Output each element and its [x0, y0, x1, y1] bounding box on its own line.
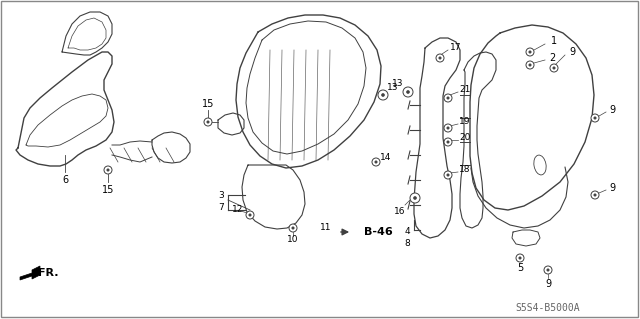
Text: 14: 14: [380, 153, 392, 162]
Text: 13: 13: [387, 84, 399, 93]
Circle shape: [107, 169, 109, 171]
Text: 15: 15: [102, 185, 114, 195]
Text: 8: 8: [404, 240, 410, 249]
Circle shape: [372, 158, 380, 166]
Text: 20: 20: [460, 133, 470, 143]
Polygon shape: [20, 266, 40, 280]
Text: 21: 21: [460, 85, 470, 94]
Circle shape: [547, 269, 549, 271]
Circle shape: [591, 114, 599, 122]
Text: 18: 18: [460, 166, 471, 174]
Text: 13: 13: [392, 79, 404, 88]
Text: 9: 9: [609, 183, 615, 193]
Text: 3: 3: [218, 191, 224, 201]
Circle shape: [516, 254, 524, 262]
Circle shape: [207, 121, 209, 123]
Text: 15: 15: [202, 99, 214, 109]
Text: 6: 6: [62, 175, 68, 185]
Circle shape: [289, 224, 297, 232]
Circle shape: [410, 193, 420, 203]
Circle shape: [406, 91, 410, 93]
Text: 7: 7: [218, 203, 224, 211]
Text: 1: 1: [551, 36, 557, 46]
Circle shape: [444, 138, 452, 146]
Circle shape: [104, 166, 112, 174]
Circle shape: [381, 93, 385, 97]
Text: 19: 19: [460, 117, 471, 127]
Text: 11: 11: [320, 224, 332, 233]
Circle shape: [544, 266, 552, 274]
Circle shape: [519, 257, 521, 259]
Circle shape: [447, 141, 449, 143]
Circle shape: [550, 64, 558, 72]
Circle shape: [403, 87, 413, 97]
Text: 9: 9: [545, 279, 551, 289]
Circle shape: [526, 48, 534, 56]
Circle shape: [447, 97, 449, 99]
Circle shape: [204, 118, 212, 126]
Text: 2: 2: [549, 53, 555, 63]
Circle shape: [375, 161, 377, 163]
Circle shape: [594, 117, 596, 119]
Text: 16: 16: [394, 207, 406, 217]
Circle shape: [444, 94, 452, 102]
Text: S5S4-B5000A: S5S4-B5000A: [516, 303, 580, 313]
Circle shape: [444, 171, 452, 179]
Circle shape: [378, 90, 388, 100]
Text: 4: 4: [404, 227, 410, 236]
Circle shape: [529, 51, 531, 53]
Text: 17: 17: [451, 43, 461, 53]
Text: 9: 9: [609, 105, 615, 115]
Circle shape: [447, 174, 449, 176]
Circle shape: [529, 64, 531, 66]
Circle shape: [436, 54, 444, 62]
Circle shape: [444, 124, 452, 132]
Text: 9: 9: [569, 47, 575, 57]
Circle shape: [249, 214, 251, 216]
Circle shape: [246, 211, 254, 219]
Text: 12: 12: [232, 205, 244, 214]
Text: B-46: B-46: [364, 227, 392, 237]
Text: 10: 10: [287, 235, 299, 244]
Circle shape: [591, 191, 599, 199]
Circle shape: [439, 57, 441, 59]
Circle shape: [526, 61, 534, 69]
Circle shape: [447, 127, 449, 129]
Circle shape: [413, 197, 417, 199]
Circle shape: [292, 227, 294, 229]
Circle shape: [553, 67, 556, 69]
Text: 5: 5: [517, 263, 523, 273]
Circle shape: [594, 194, 596, 196]
Text: FR.: FR.: [38, 268, 58, 278]
